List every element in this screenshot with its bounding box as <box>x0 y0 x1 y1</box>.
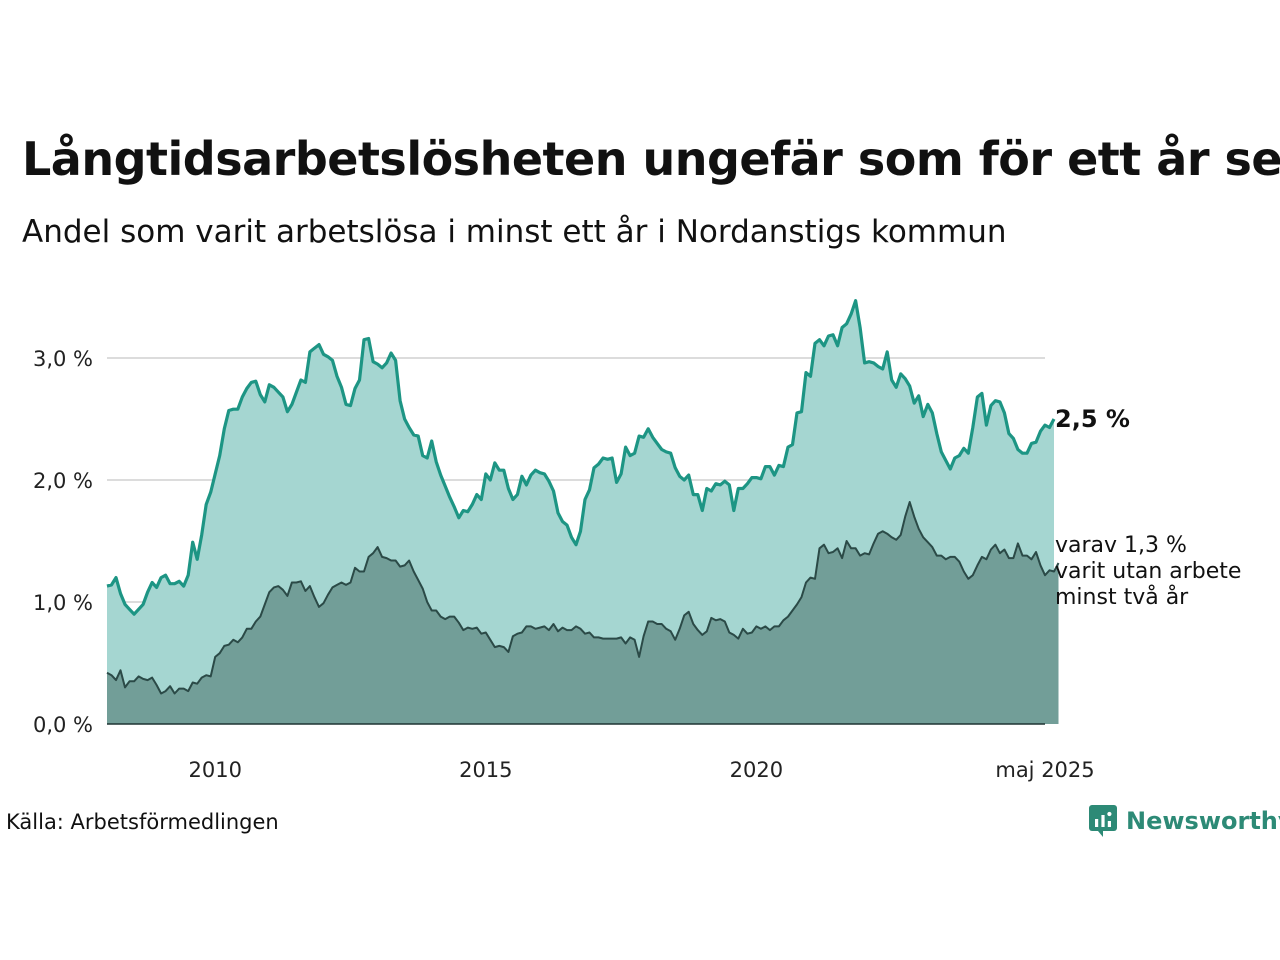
area-chart: 0,0 % 1,0 % 2,0 % 3,0 % 2010 2015 2020 maj 202… <box>33 299 1241 782</box>
chart-title: Långtidsarbetslösheten ungefär som för e… <box>22 132 1280 186</box>
two-year-line <box>106 501 1060 695</box>
total-end-label: 2,5 % <box>1055 405 1130 433</box>
two-year-area <box>107 502 1059 724</box>
brand-name: Newsworthy <box>1126 807 1280 835</box>
y-tick-label: 0,0 % <box>33 713 93 737</box>
newsworthy-logo-icon <box>1089 805 1117 837</box>
y-tick-label: 1,0 % <box>33 591 93 615</box>
two-year-end-label: minst två år <box>1055 584 1189 610</box>
x-axis-ticks: 2010 2015 2020 maj 2025 <box>189 758 1095 782</box>
two-year-end-label: varav 1,3 % <box>1055 533 1187 558</box>
two-year-end-label: varit utan arbete <box>1055 559 1241 584</box>
chart-areas <box>106 299 1060 725</box>
brand-logo: Newsworthy <box>1088 804 1280 838</box>
x-tick-label: 2010 <box>189 758 242 782</box>
y-axis-ticks: 0,0 % 1,0 % 2,0 % 3,0 % <box>33 347 93 737</box>
total-line <box>106 299 1056 616</box>
chart-subtitle: Andel som varit arbetslösa i minst ett å… <box>22 214 1007 250</box>
y-tick-label: 3,0 % <box>33 347 93 371</box>
y-tick-label: 2,0 % <box>33 469 93 493</box>
x-tick-label: maj 2025 <box>995 758 1094 782</box>
source-note: Källa: Arbetsförmedlingen <box>6 810 279 834</box>
x-tick-label: 2020 <box>730 758 783 782</box>
x-tick-label: 2015 <box>459 758 512 782</box>
